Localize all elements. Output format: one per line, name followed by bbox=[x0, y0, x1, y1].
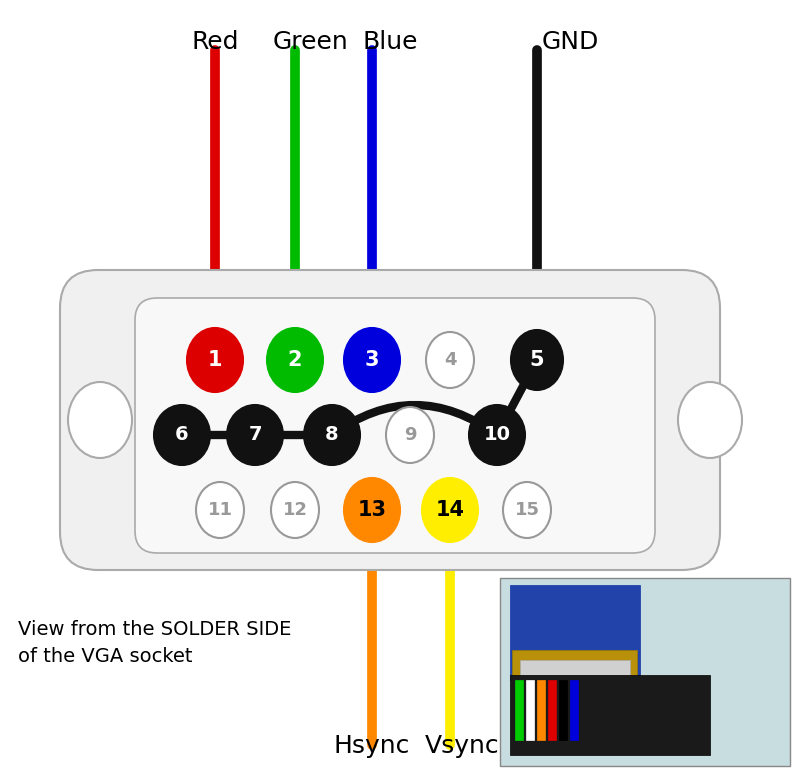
Ellipse shape bbox=[267, 328, 323, 392]
Text: Hsync: Hsync bbox=[334, 734, 410, 758]
Bar bbox=[500, 578, 790, 766]
Bar bbox=[548, 680, 556, 740]
Text: 6: 6 bbox=[175, 425, 189, 444]
Text: 5: 5 bbox=[530, 350, 544, 370]
Bar bbox=[520, 660, 630, 675]
Ellipse shape bbox=[196, 482, 244, 538]
Text: 4: 4 bbox=[444, 351, 456, 369]
Ellipse shape bbox=[227, 405, 283, 465]
Ellipse shape bbox=[503, 482, 551, 538]
Bar bbox=[510, 675, 710, 755]
Text: 7: 7 bbox=[248, 425, 262, 444]
Ellipse shape bbox=[426, 332, 474, 388]
Ellipse shape bbox=[271, 482, 319, 538]
Text: 13: 13 bbox=[358, 500, 386, 520]
Bar bbox=[510, 585, 640, 680]
Text: 1: 1 bbox=[208, 350, 222, 370]
Ellipse shape bbox=[678, 382, 742, 458]
Text: Green: Green bbox=[272, 30, 348, 54]
Bar bbox=[537, 680, 545, 740]
Text: Red: Red bbox=[191, 30, 238, 54]
Bar bbox=[570, 680, 578, 740]
Text: 9: 9 bbox=[404, 426, 416, 444]
Ellipse shape bbox=[386, 407, 434, 463]
Text: 15: 15 bbox=[514, 501, 539, 519]
FancyBboxPatch shape bbox=[135, 298, 655, 553]
Text: View from the SOLDER SIDE
of the VGA socket: View from the SOLDER SIDE of the VGA soc… bbox=[18, 620, 291, 666]
FancyBboxPatch shape bbox=[60, 270, 720, 570]
Bar bbox=[526, 680, 534, 740]
Text: GND: GND bbox=[542, 30, 598, 54]
Ellipse shape bbox=[344, 328, 400, 392]
Text: 2: 2 bbox=[288, 350, 302, 370]
Text: 14: 14 bbox=[435, 500, 465, 520]
Ellipse shape bbox=[304, 405, 360, 465]
Ellipse shape bbox=[344, 478, 400, 542]
Bar bbox=[515, 680, 523, 740]
Text: 10: 10 bbox=[483, 425, 510, 444]
Text: Vsync: Vsync bbox=[425, 734, 499, 758]
Ellipse shape bbox=[187, 328, 243, 392]
Ellipse shape bbox=[422, 478, 478, 542]
Ellipse shape bbox=[469, 405, 525, 465]
Text: 3: 3 bbox=[365, 350, 379, 370]
Text: Blue: Blue bbox=[362, 30, 418, 54]
Ellipse shape bbox=[511, 330, 563, 390]
Bar bbox=[512, 650, 637, 678]
Text: 12: 12 bbox=[282, 501, 307, 519]
Ellipse shape bbox=[68, 382, 132, 458]
Text: 11: 11 bbox=[207, 501, 233, 519]
Bar bbox=[559, 680, 567, 740]
Text: 8: 8 bbox=[325, 425, 339, 444]
Ellipse shape bbox=[154, 405, 210, 465]
